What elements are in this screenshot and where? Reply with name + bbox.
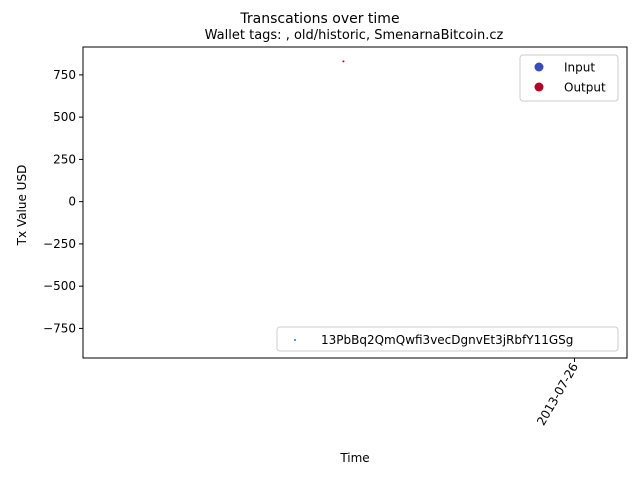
legend-label-input: Input <box>564 61 595 75</box>
y-tick-label: 250 <box>53 152 76 166</box>
x-axis: 2013-07-26 <box>534 358 581 428</box>
legend-wallet: 13PbBq2QmQwfi3vecDgnvEt3jRbfY11GSg <box>276 326 619 352</box>
y-tick-label: −500 <box>43 279 76 293</box>
legend-wallet-box <box>276 326 619 352</box>
legend-marker-wallet <box>294 339 296 341</box>
y-tick-label: 0 <box>68 195 76 209</box>
data-points <box>342 60 345 63</box>
chart-title: Transcations over time <box>239 11 399 27</box>
y-tick-label: −250 <box>43 237 76 251</box>
y-axis: −750 −500 −250 0 250 500 750 <box>43 68 83 335</box>
legend-marker-output <box>534 82 544 92</box>
x-axis-label: Time <box>339 451 369 465</box>
y-axis-label: Tx Value USD <box>15 165 29 247</box>
legend-label-output: Output <box>564 81 606 95</box>
legend-label-wallet: 13PbBq2QmQwfi3vecDgnvEt3jRbfY11GSg <box>321 333 573 347</box>
chart-subtitle: Wallet tags: , old/historic, SmenarnaBit… <box>205 28 504 43</box>
legend-series-box <box>519 54 619 102</box>
data-point-output <box>342 60 345 63</box>
legend-marker-input <box>534 62 544 72</box>
y-tick-label: 500 <box>53 110 76 124</box>
plot-area: −750 −500 −250 0 250 500 750 2013-07-26 <box>43 46 628 428</box>
legend-series: Input Output <box>519 54 619 102</box>
y-tick-label: 750 <box>53 68 76 82</box>
y-tick-label: −750 <box>43 321 76 335</box>
x-tick-label: 2013-07-26 <box>534 361 581 428</box>
